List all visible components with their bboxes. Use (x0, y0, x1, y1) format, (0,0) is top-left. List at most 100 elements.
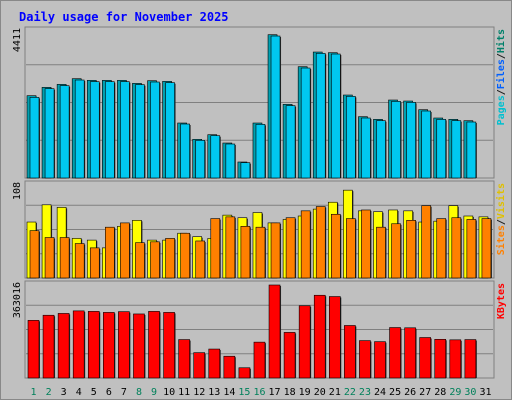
bar-hits-files-day-7 (120, 81, 130, 179)
side-label-segment: Pages (496, 95, 507, 125)
bar-hits-files-day-8 (135, 84, 145, 179)
bar-kbytes-kbytes-day-16 (253, 341, 266, 379)
bar-hits-files-day-19 (300, 67, 311, 179)
side-label-hits: Pages/Files/Hits (495, 29, 507, 125)
bar-visits-sites-day-25 (391, 223, 401, 279)
bar-visits-sites-day-19 (300, 210, 311, 279)
day-label-7: 7 (121, 387, 127, 398)
day-label-6: 6 (106, 387, 112, 398)
bar-kbytes-kbytes-day-9 (148, 311, 160, 379)
bar-kbytes-kbytes-day-7 (118, 311, 130, 379)
bar-kbytes-kbytes-day-4 (72, 310, 85, 379)
side-label-segment: Sites (495, 225, 507, 255)
bar-kbytes-kbytes-day-28 (434, 339, 447, 379)
bar-visits-sites-day-31 (481, 218, 492, 279)
day-label-13: 13 (208, 387, 220, 398)
bar-visits-sites-day-12 (195, 240, 206, 279)
bar-hits-files-day-23 (361, 117, 371, 179)
bar-hits-files-day-14 (225, 143, 236, 179)
day-label-30: 30 (464, 387, 476, 398)
day-label-19: 19 (299, 387, 311, 398)
bar-hits-files-day-25 (391, 101, 401, 179)
bar-hits-files-day-21 (330, 53, 341, 179)
bar-kbytes-kbytes-day-22 (344, 325, 356, 379)
bar-visits-sites-day-18 (285, 217, 296, 279)
day-label-14: 14 (223, 387, 235, 398)
day-label-23: 23 (359, 387, 371, 398)
side-label-kbytes: KBytes (496, 283, 507, 319)
day-label-21: 21 (329, 387, 341, 398)
bar-visits-sites-day-14 (225, 216, 236, 279)
bar-visits-sites-day-13 (210, 218, 221, 279)
bar-visits-sites-day-9 (150, 241, 160, 279)
day-label-2: 2 (46, 387, 52, 398)
bar-kbytes-kbytes-day-11 (178, 339, 190, 379)
bar-kbytes-kbytes-day-3 (57, 313, 70, 379)
bar-visits-sites-day-10 (165, 238, 175, 279)
bar-visits-sites-day-27 (421, 205, 431, 279)
bar-visits-sites-day-26 (406, 220, 416, 279)
day-label-9: 9 (151, 387, 157, 398)
day-label-3: 3 (61, 387, 67, 398)
bar-hits-files-day-29 (451, 120, 462, 179)
day-label-17: 17 (269, 387, 281, 398)
bar-kbytes-kbytes-day-13 (208, 348, 221, 379)
bar-kbytes-kbytes-day-12 (193, 352, 206, 379)
bar-kbytes-kbytes-day-6 (103, 312, 115, 379)
bar-hits-files-day-3 (59, 85, 70, 179)
day-label-24: 24 (374, 387, 386, 398)
bar-hits-files-day-4 (74, 79, 85, 179)
bar-visits-sites-day-4 (74, 243, 85, 279)
bar-kbytes-kbytes-day-1 (27, 320, 40, 379)
side-label-segment: KBytes (496, 283, 507, 319)
bar-kbytes-kbytes-day-18 (283, 332, 296, 379)
bar-hits-files-day-22 (346, 96, 356, 179)
day-label-12: 12 (193, 387, 205, 398)
bar-kbytes-kbytes-day-24 (374, 341, 386, 379)
bar-visits-sites-day-17 (270, 222, 281, 279)
bar-visits-sites-day-8 (135, 242, 145, 279)
side-label-visits: Sites/Visits (495, 183, 507, 255)
side-label-segment: / (496, 53, 507, 59)
bar-visits-sites-day-11 (180, 232, 190, 279)
bar-kbytes-kbytes-day-30 (464, 339, 477, 379)
day-label-4: 4 (76, 387, 82, 398)
bar-hits-files-day-30 (466, 121, 477, 179)
bar-visits-sites-day-22 (346, 218, 356, 279)
bar-hits-files-day-13 (210, 135, 221, 179)
side-label-segment: / (496, 219, 507, 225)
bar-hits-files-day-11 (180, 123, 190, 179)
bar-kbytes-kbytes-day-15 (238, 367, 251, 379)
side-label-segment: / (496, 89, 507, 95)
bar-hits-files-day-15 (240, 162, 251, 179)
bar-hits-files-day-17 (270, 35, 281, 179)
bar-hits-files-day-18 (285, 105, 296, 179)
day-label-11: 11 (178, 387, 190, 398)
bar-hits-files-day-1 (29, 97, 40, 179)
bar-kbytes-kbytes-day-29 (449, 339, 462, 379)
bar-hits-files-day-10 (165, 82, 175, 179)
bar-kbytes-kbytes-day-10 (163, 312, 175, 379)
day-label-27: 27 (419, 387, 431, 398)
side-label-segment: Files (495, 59, 507, 89)
bar-kbytes-kbytes-day-2 (42, 314, 55, 379)
bar-kbytes-kbytes-day-21 (328, 296, 341, 379)
day-label-31: 31 (479, 387, 491, 398)
bar-visits-sites-day-21 (330, 213, 341, 279)
bar-visits-sites-day-6 (105, 226, 115, 279)
day-label-18: 18 (284, 387, 296, 398)
bar-kbytes-kbytes-day-14 (223, 355, 236, 379)
bar-visits-sites-day-29 (451, 217, 462, 279)
side-label-segment: Visits (495, 183, 507, 219)
bar-hits-files-day-26 (406, 102, 416, 179)
max-label-kbytes: 363016 (12, 282, 23, 318)
bar-kbytes-kbytes-day-25 (389, 327, 401, 379)
bar-visits-sites-day-3 (59, 237, 70, 279)
bar-visits-sites-day-16 (255, 226, 266, 279)
bar-kbytes-kbytes-day-20 (313, 294, 326, 379)
day-label-26: 26 (404, 387, 416, 398)
bar-hits-files-day-24 (376, 120, 386, 179)
day-label-10: 10 (163, 387, 175, 398)
